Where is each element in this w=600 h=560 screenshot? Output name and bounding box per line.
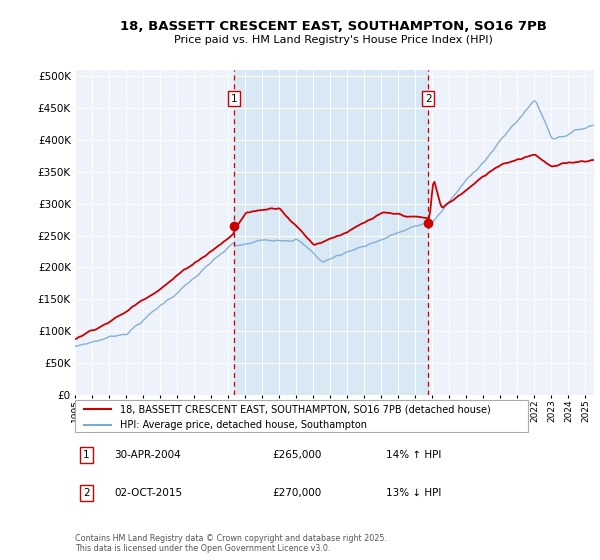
Text: Contains HM Land Registry data © Crown copyright and database right 2025.
This d: Contains HM Land Registry data © Crown c… <box>75 534 387 553</box>
Text: 13% ↓ HPI: 13% ↓ HPI <box>386 488 442 498</box>
Text: 30-APR-2004: 30-APR-2004 <box>114 450 181 460</box>
Text: 1: 1 <box>230 94 237 104</box>
Text: £270,000: £270,000 <box>272 488 322 498</box>
Text: HPI: Average price, detached house, Southampton: HPI: Average price, detached house, Sout… <box>121 421 367 430</box>
FancyBboxPatch shape <box>75 400 528 432</box>
Text: 18, BASSETT CRESCENT EAST, SOUTHAMPTON, SO16 7PB (detached house): 18, BASSETT CRESCENT EAST, SOUTHAMPTON, … <box>121 404 491 414</box>
Text: 14% ↑ HPI: 14% ↑ HPI <box>386 450 442 460</box>
Text: £265,000: £265,000 <box>272 450 322 460</box>
Text: 1: 1 <box>83 450 90 460</box>
Text: 2: 2 <box>425 94 431 104</box>
Text: 18, BASSETT CRESCENT EAST, SOUTHAMPTON, SO16 7PB: 18, BASSETT CRESCENT EAST, SOUTHAMPTON, … <box>119 20 547 34</box>
Bar <box>234 70 428 395</box>
Text: Price paid vs. HM Land Registry's House Price Index (HPI): Price paid vs. HM Land Registry's House … <box>173 35 493 45</box>
Text: 2: 2 <box>83 488 90 498</box>
Text: 02-OCT-2015: 02-OCT-2015 <box>114 488 182 498</box>
